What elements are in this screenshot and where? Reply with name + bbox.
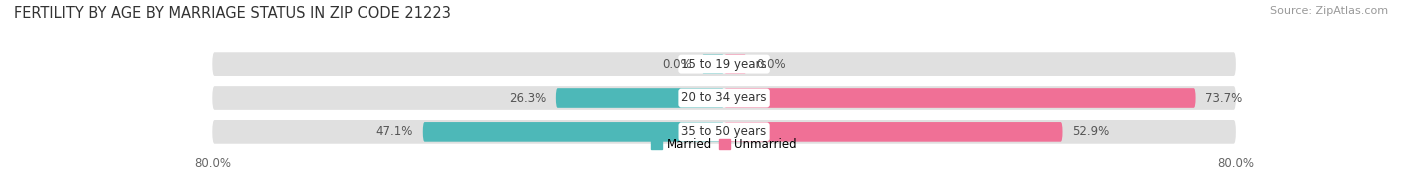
FancyBboxPatch shape (212, 52, 1236, 76)
Text: 15 to 19 years: 15 to 19 years (682, 58, 766, 71)
Text: 47.1%: 47.1% (375, 125, 413, 138)
Text: 52.9%: 52.9% (1073, 125, 1109, 138)
FancyBboxPatch shape (702, 54, 724, 74)
FancyBboxPatch shape (724, 54, 747, 74)
Text: FERTILITY BY AGE BY MARRIAGE STATUS IN ZIP CODE 21223: FERTILITY BY AGE BY MARRIAGE STATUS IN Z… (14, 6, 451, 21)
Text: Source: ZipAtlas.com: Source: ZipAtlas.com (1270, 6, 1388, 16)
Text: 73.7%: 73.7% (1205, 92, 1243, 104)
FancyBboxPatch shape (212, 120, 1236, 144)
Text: 0.0%: 0.0% (662, 58, 692, 71)
Text: 20 to 34 years: 20 to 34 years (682, 92, 766, 104)
FancyBboxPatch shape (212, 86, 1236, 110)
Text: 0.0%: 0.0% (756, 58, 786, 71)
Text: 26.3%: 26.3% (509, 92, 547, 104)
FancyBboxPatch shape (724, 122, 1063, 142)
FancyBboxPatch shape (555, 88, 724, 108)
FancyBboxPatch shape (724, 88, 1195, 108)
Legend: Married, Unmarried: Married, Unmarried (647, 133, 801, 156)
Text: 35 to 50 years: 35 to 50 years (682, 125, 766, 138)
FancyBboxPatch shape (423, 122, 724, 142)
